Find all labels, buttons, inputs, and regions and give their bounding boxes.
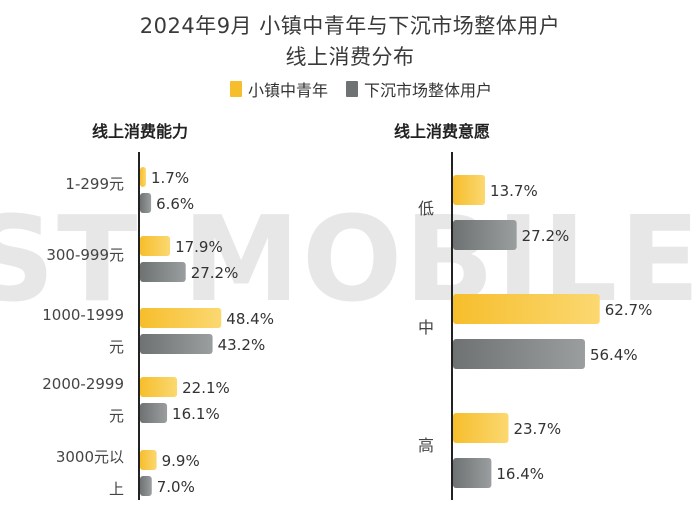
chart0-bar-1000-1999元-series2: [140, 334, 213, 354]
chart0-category-label-0-line0: 1-299元: [65, 175, 124, 193]
chart1-category-label-中: 中: [418, 318, 434, 337]
legend-label-series1: 小镇中青年: [248, 81, 329, 100]
chart1-category-label-高: 高: [418, 436, 434, 455]
chart0-data-label-1000-1999元-series1: 48.4%: [226, 310, 274, 328]
chart0-data-label-2000-2999元-series1: 22.1%: [182, 379, 230, 397]
chart0-bar-3000元以上-series2: [140, 476, 152, 496]
chart1-bar-高-series2: [453, 458, 492, 488]
chart1-category-label-低: 低: [418, 199, 434, 218]
legend-swatch-series2: [346, 81, 359, 97]
chart1-data-label-中-series2: 56.4%: [590, 346, 638, 364]
chart0-data-label-1-299元-series1: 1.7%: [151, 169, 189, 187]
chart1-bar-高-series1: [453, 413, 509, 443]
chart0-category-label-2-line0: 1000-1999: [42, 306, 124, 324]
chart1-data-label-低-series1: 13.7%: [490, 182, 538, 200]
right-chart-subtitle: 线上消费意愿: [394, 122, 491, 141]
chart0-bar-300-999元-series1: [140, 236, 171, 256]
chart1-bar-低-series2: [453, 220, 517, 250]
chart0-data-label-3000元以上-series1: 9.9%: [162, 452, 200, 470]
chart1-data-label-中-series1: 62.7%: [605, 301, 653, 319]
legend-item-series2: 下沉市场整体用户: [346, 77, 492, 101]
chart0-data-label-2000-2999元-series2: 16.1%: [172, 405, 220, 423]
chart0-bar-1000-1999元-series1: [140, 308, 222, 328]
chart1-bar-中-series1: [453, 294, 600, 324]
legend: 小镇中青年 下沉市场整体用户: [230, 78, 510, 100]
legend-label-series2: 下沉市场整体用户: [364, 81, 493, 100]
chart-title-line2: 线上消费分布: [285, 45, 415, 69]
chart0-bar-2000-2999元-series2: [140, 403, 168, 423]
chart-title-line1: 2024年9月 小镇中青年与下沉市场整体用户: [139, 14, 561, 38]
chart0-data-label-1-299元-series2: 6.6%: [156, 195, 194, 213]
chart1-bar-低-series1: [453, 175, 486, 205]
chart0-category-label-3-line0: 2000-2999: [42, 375, 124, 393]
chart0-bar-300-999元-series2: [140, 262, 186, 282]
chart0-bar-3000元以上-series1: [140, 450, 157, 470]
chart1-data-label-高-series1: 23.7%: [513, 420, 561, 438]
chart0-category-label-2-line1: 元: [109, 338, 124, 356]
chart1-bar-中-series2: [453, 339, 585, 369]
chart0-bar-1-299元-series1: [140, 167, 146, 187]
chart0-category-label-4-line1: 上: [109, 480, 124, 498]
chart0-data-label-3000元以上-series2: 7.0%: [157, 478, 195, 496]
chart0-category-label-4-line0: 3000元以: [56, 448, 124, 466]
chart0-bar-2000-2999元-series1: [140, 377, 178, 397]
legend-item-series1: 小镇中青年: [230, 77, 328, 101]
left-chart-subtitle: 线上消费能力: [92, 122, 189, 141]
chart1-data-label-低-series2: 27.2%: [522, 227, 570, 245]
chart0-category-label-3-line1: 元: [109, 407, 124, 425]
chart0-category-label-1-line0: 300-999元: [46, 246, 124, 264]
chart0-data-label-1000-1999元-series2: 43.2%: [218, 336, 266, 354]
legend-swatch-series1: [230, 81, 242, 97]
chart1-data-label-高-series2: 16.4%: [496, 465, 544, 483]
chart0-bar-1-299元-series2: [140, 193, 152, 213]
chart0-data-label-300-999元-series1: 17.9%: [175, 238, 223, 256]
chart0-data-label-300-999元-series2: 27.2%: [191, 264, 239, 282]
